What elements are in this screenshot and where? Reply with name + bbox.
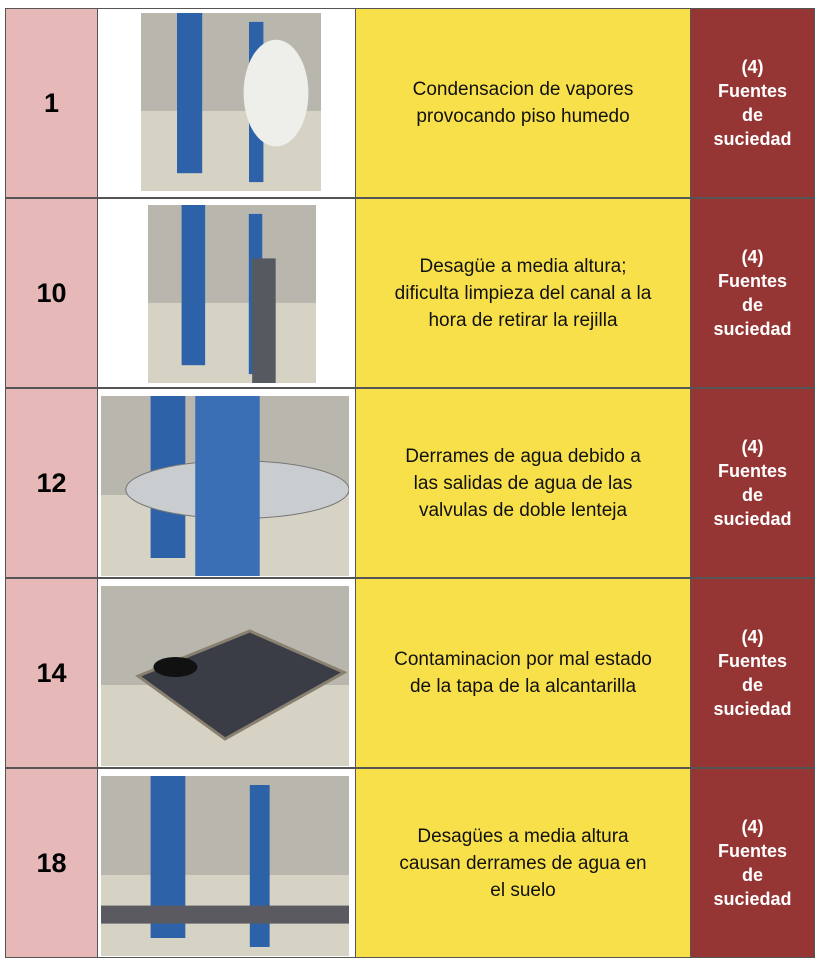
description-line: Contaminacion por mal estado — [394, 649, 652, 670]
description-line: hora de retirar la rejilla — [428, 309, 618, 331]
row-number: 12 — [5, 388, 98, 578]
photo — [101, 776, 349, 956]
category-line: (4) — [741, 817, 764, 837]
photo-shape — [181, 205, 206, 366]
description-line: Condensacion de vapores — [412, 79, 634, 100]
number-text: 14 — [36, 657, 67, 688]
category-line: Fuentes — [717, 841, 787, 861]
number-text: 10 — [36, 277, 67, 308]
category-line: suciedad — [713, 129, 792, 149]
photo-shape — [135, 629, 348, 741]
photo — [101, 396, 349, 576]
photo-cell — [97, 388, 356, 578]
photo-shape — [177, 13, 203, 174]
photo — [141, 13, 321, 191]
description-line: de la tapa de la alcantarilla — [409, 676, 637, 697]
description-line: causan derrames de agua en — [399, 852, 647, 874]
category-cell: (4) Fuentes de suciedad — [690, 578, 815, 768]
description-cell: Derrames de agua debido a las salidas de … — [355, 388, 691, 578]
category-cell: (4) Fuentes de suciedad — [690, 8, 815, 198]
number-text: 18 — [36, 847, 67, 878]
category-line: (4) — [741, 57, 764, 77]
description-cell: Desagüe a media altura; dificulta limpiez… — [355, 198, 691, 388]
description-line: las salidas de agua de las — [413, 472, 633, 494]
number-text: 1 — [43, 87, 60, 118]
category-line: de — [741, 675, 763, 695]
description-line: Desagüe a media altura; — [419, 255, 627, 277]
photo-shape — [101, 905, 349, 924]
description-cell: Contaminacion por mal estado de la tapa d… — [355, 578, 691, 768]
description-cell: Condensacion de vapores provocando piso h… — [355, 8, 691, 198]
category-cell: (4) Fuentes de suciedad — [690, 768, 815, 958]
row-number: 18 — [5, 768, 98, 958]
row-number: 1 — [5, 8, 98, 198]
category-line: de — [741, 865, 763, 885]
photo-shape — [153, 657, 198, 677]
category-line: Fuentes — [717, 271, 787, 291]
category-line: de — [741, 295, 763, 315]
photo-shape — [148, 302, 316, 383]
description-line: el suelo — [490, 879, 556, 901]
photo-shape — [195, 396, 260, 576]
row-number: 14 — [5, 578, 98, 768]
category-line: suciedad — [713, 509, 792, 529]
category-line: suciedad — [713, 699, 792, 719]
photo-cell — [97, 8, 356, 198]
photo-shape — [252, 258, 276, 383]
row-number: 10 — [5, 198, 98, 388]
photo-cell — [97, 768, 356, 958]
description-line: valvulas de doble lenteja — [418, 499, 628, 521]
category-line: de — [741, 485, 763, 505]
description-line: Desagües a media altura — [417, 825, 629, 847]
description-line: Derrames de agua debido a — [405, 445, 641, 467]
category-line: Fuentes — [717, 81, 787, 101]
category-line: suciedad — [713, 319, 792, 339]
category-line: (4) — [741, 437, 764, 457]
category-line: de — [741, 105, 763, 125]
description-line: provocando piso humedo — [416, 106, 630, 127]
category-line: suciedad — [713, 889, 792, 909]
description-cell: Desagües a media altura causan derrames d… — [355, 768, 691, 958]
photo-shape — [243, 39, 309, 147]
photo-cell — [97, 578, 356, 768]
photo — [148, 205, 316, 383]
description-line: dificulta limpieza del canal a la — [394, 282, 652, 304]
category-line: Fuentes — [717, 651, 787, 671]
photo — [101, 586, 349, 766]
category-line: (4) — [741, 627, 764, 647]
category-cell: (4) Fuentes de suciedad — [690, 388, 815, 578]
category-line: Fuentes — [717, 461, 787, 481]
photo-cell — [97, 198, 356, 388]
category-line: (4) — [741, 247, 764, 267]
number-text: 12 — [36, 467, 67, 498]
category-cell: (4) Fuentes de suciedad — [690, 198, 815, 388]
